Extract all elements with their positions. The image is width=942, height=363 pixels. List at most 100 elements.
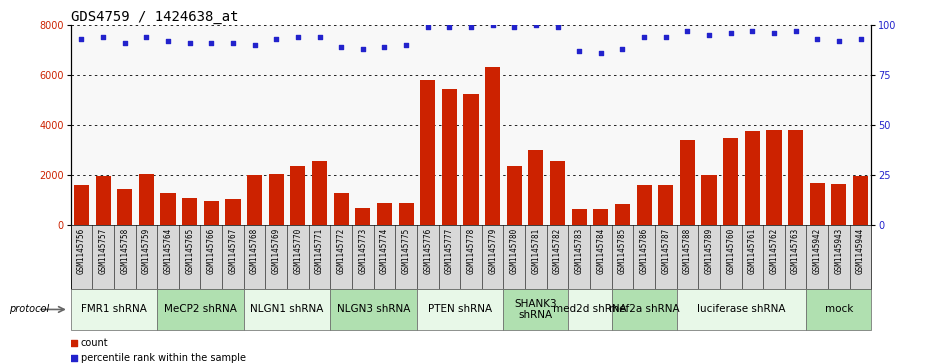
Point <box>702 32 717 38</box>
Bar <box>268 174 284 225</box>
Text: protocol: protocol <box>9 305 50 314</box>
Text: mock: mock <box>824 305 853 314</box>
Bar <box>593 209 609 225</box>
Text: GSM1145786: GSM1145786 <box>640 228 649 274</box>
Point <box>333 44 349 50</box>
Point <box>225 40 240 46</box>
Bar <box>331 289 417 330</box>
Point <box>290 34 305 40</box>
Text: GSM1145777: GSM1145777 <box>445 228 454 274</box>
Text: GSM1145765: GSM1145765 <box>186 228 194 274</box>
Point <box>247 42 262 48</box>
Text: GSM1145761: GSM1145761 <box>748 228 756 274</box>
Bar <box>417 289 503 330</box>
Point <box>377 44 392 50</box>
Text: GSM1145782: GSM1145782 <box>553 228 562 274</box>
Bar <box>615 204 630 225</box>
Bar <box>117 189 132 225</box>
Text: GDS4759 / 1424638_at: GDS4759 / 1424638_at <box>71 11 238 24</box>
Point <box>485 23 500 28</box>
Bar <box>377 203 392 225</box>
Text: GSM1145775: GSM1145775 <box>401 228 411 274</box>
Point <box>507 24 522 30</box>
Point <box>312 34 327 40</box>
Text: GSM1145783: GSM1145783 <box>575 228 584 274</box>
Text: SHANK3
shRNA: SHANK3 shRNA <box>514 299 558 320</box>
Text: GSM1145789: GSM1145789 <box>705 228 713 274</box>
Text: GSM1145772: GSM1145772 <box>336 228 346 274</box>
Bar <box>507 166 522 225</box>
Bar <box>355 208 370 225</box>
Text: GSM1145766: GSM1145766 <box>207 228 216 274</box>
Bar <box>528 150 544 225</box>
Point <box>593 50 609 56</box>
Bar <box>745 131 760 225</box>
Bar <box>503 289 568 330</box>
Point <box>463 24 479 30</box>
Bar <box>247 175 262 225</box>
Bar <box>658 185 674 225</box>
Point <box>637 34 652 40</box>
Bar <box>203 201 219 225</box>
Text: GSM1145785: GSM1145785 <box>618 228 627 274</box>
Point <box>95 34 110 40</box>
Text: GSM1145760: GSM1145760 <box>726 228 735 274</box>
Bar <box>157 289 244 330</box>
Bar <box>463 94 479 225</box>
Text: GSM1145788: GSM1145788 <box>683 228 692 274</box>
Text: GSM1145781: GSM1145781 <box>531 228 541 274</box>
Text: GSM1145942: GSM1145942 <box>813 228 821 274</box>
Text: GSM1145773: GSM1145773 <box>358 228 367 274</box>
Point <box>182 40 197 46</box>
Text: GSM1145762: GSM1145762 <box>770 228 778 274</box>
Text: luciferase shRNA: luciferase shRNA <box>697 305 786 314</box>
Bar <box>637 185 652 225</box>
Bar <box>442 89 457 225</box>
Text: GSM1145764: GSM1145764 <box>164 228 172 274</box>
Text: GSM1145767: GSM1145767 <box>229 228 237 274</box>
Bar <box>831 184 847 225</box>
Text: GSM1145774: GSM1145774 <box>380 228 389 274</box>
Bar <box>182 197 197 225</box>
Text: GSM1145769: GSM1145769 <box>271 228 281 274</box>
Point <box>73 36 89 42</box>
Bar <box>95 176 110 225</box>
Point <box>745 28 760 34</box>
Bar <box>420 80 435 225</box>
Bar <box>71 289 157 330</box>
Text: PTEN shRNA: PTEN shRNA <box>428 305 493 314</box>
Point <box>615 46 630 52</box>
Point <box>658 34 674 40</box>
Bar <box>676 289 806 330</box>
Point <box>528 23 544 28</box>
Bar <box>767 130 782 225</box>
Bar <box>702 175 717 225</box>
Text: GSM1145758: GSM1145758 <box>121 228 129 274</box>
Point <box>292 166 307 171</box>
Point <box>203 40 219 46</box>
Text: GSM1145944: GSM1145944 <box>856 228 865 274</box>
Point <box>420 24 435 30</box>
Point <box>268 36 284 42</box>
Point <box>442 24 457 30</box>
Point <box>550 24 565 30</box>
Point <box>680 28 695 34</box>
Bar <box>138 174 154 225</box>
Text: GSM1145759: GSM1145759 <box>142 228 151 274</box>
Text: GSM1145784: GSM1145784 <box>596 228 606 274</box>
Text: mef2a shRNA: mef2a shRNA <box>609 305 679 314</box>
Point <box>767 30 782 36</box>
Text: GSM1145763: GSM1145763 <box>791 228 800 274</box>
Bar <box>73 185 89 225</box>
Text: FMR1 shRNA: FMR1 shRNA <box>81 305 147 314</box>
Text: NLGN3 shRNA: NLGN3 shRNA <box>337 305 411 314</box>
Text: GSM1145779: GSM1145779 <box>488 228 497 274</box>
Bar <box>853 176 869 225</box>
Bar <box>290 166 305 225</box>
Text: GSM1145757: GSM1145757 <box>99 228 107 274</box>
Point <box>853 36 869 42</box>
Text: GSM1145780: GSM1145780 <box>510 228 519 274</box>
Text: GSM1145776: GSM1145776 <box>423 228 432 274</box>
Bar <box>312 162 327 225</box>
Bar <box>723 138 739 225</box>
